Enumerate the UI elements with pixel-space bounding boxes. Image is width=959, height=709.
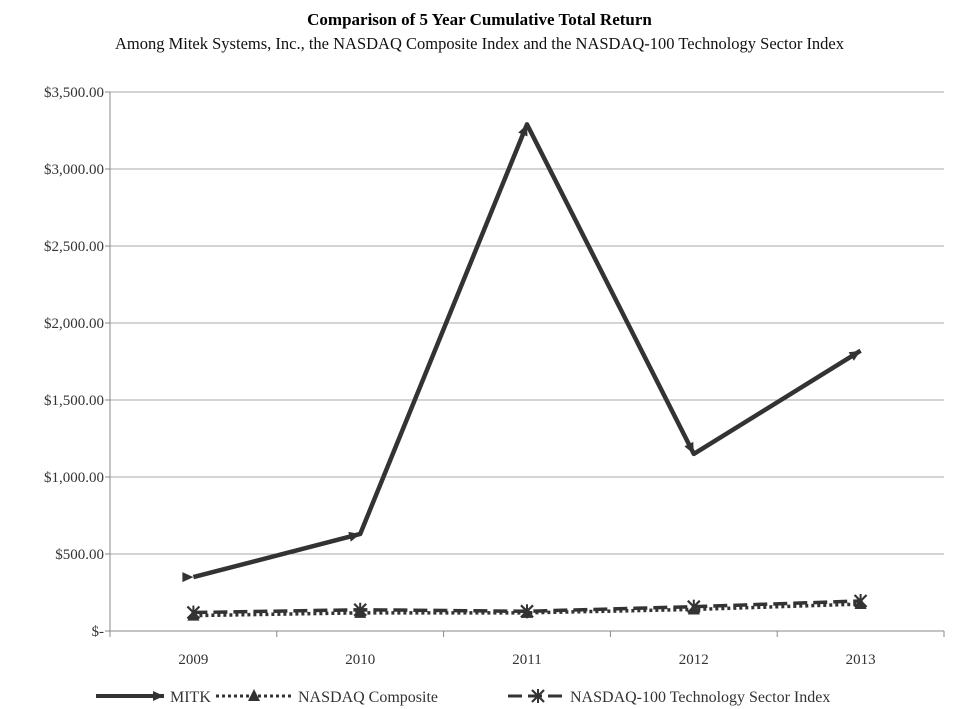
x-tick-label: 2011 (512, 652, 541, 668)
y-tick-label: $- (92, 624, 105, 640)
legend: MITK NASDAQ Composite NASDAQ-100 Technolog… (96, 689, 830, 706)
y-tick-label: $2,500.00 (44, 239, 104, 255)
y-tick-label: $3,500.00 (44, 85, 104, 101)
data-point (182, 572, 194, 583)
y-tick-label: $2,000.00 (44, 316, 104, 332)
legend-label: NASDAQ-100 Technology Sector Index (570, 689, 830, 706)
chart-subtitle: Among Mitek Systems, Inc., the NASDAQ Co… (114, 34, 845, 53)
series-group (182, 122, 868, 621)
legend-label: NASDAQ Composite (298, 689, 438, 706)
x-tick-label: 2013 (846, 652, 876, 668)
x-tick-label: 2012 (679, 652, 709, 668)
x-tick-label: 2009 (178, 652, 208, 668)
chart-title: Comparison of 5 Year Cumulative Total Re… (307, 10, 652, 29)
y-tick-label: $500.00 (55, 547, 104, 563)
data-point (187, 608, 200, 621)
legend-item: MITK (96, 689, 211, 706)
y-tick-label: $1,500.00 (44, 393, 104, 409)
y-axis: $- $500.00 $1,000.00 $1,500.00 $2,000.00 $2,5… (44, 85, 111, 640)
x-axis: 2009 2010 2011 2012 2013 (109, 631, 945, 668)
data-point (684, 441, 694, 454)
legend-item: NASDAQ Composite (216, 689, 438, 706)
y-tick-label: $1,000.00 (44, 470, 104, 486)
grid-lines (110, 91, 944, 632)
data-point (521, 605, 533, 618)
data-point (848, 350, 861, 361)
data-point (518, 124, 528, 137)
data-point (348, 531, 361, 542)
data-point (687, 602, 700, 615)
legend-label: MITK (170, 689, 211, 706)
data-point (531, 689, 545, 703)
series-nasdaq-composite (187, 597, 867, 621)
data-point (153, 691, 164, 701)
data-point (354, 605, 367, 618)
series-line (192, 122, 862, 580)
data-point (248, 689, 260, 701)
x-tick-label: 2010 (345, 652, 375, 668)
data-point (854, 597, 867, 610)
series-mitk (182, 122, 862, 583)
y-tick-label: $3,000.00 (44, 162, 104, 178)
legend-item: NASDAQ-100 Technology Sector Index (508, 689, 830, 706)
